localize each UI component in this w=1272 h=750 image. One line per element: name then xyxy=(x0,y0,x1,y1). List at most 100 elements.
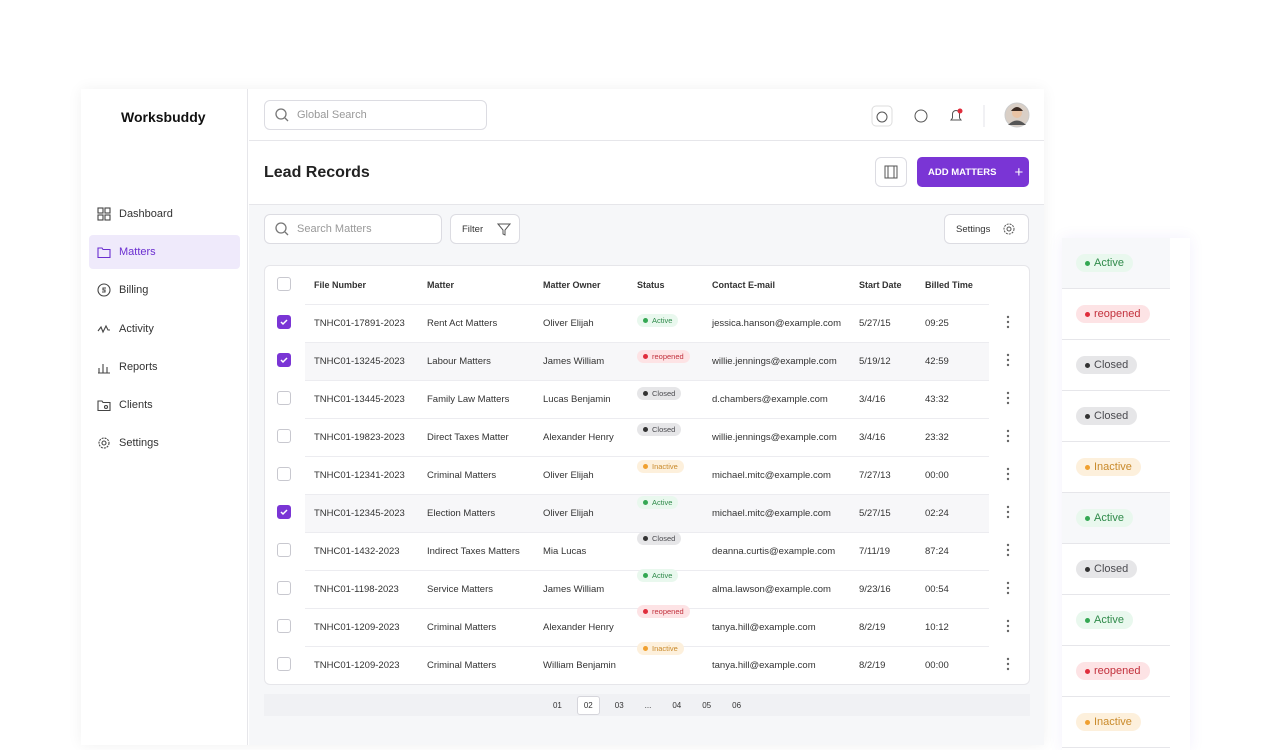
row-menu[interactable] xyxy=(1003,466,1013,485)
status-dot xyxy=(643,609,648,615)
table-cell: 09:25 xyxy=(925,318,949,329)
row-menu[interactable] xyxy=(1003,428,1013,447)
page-link[interactable]: 04 xyxy=(672,700,682,710)
nav-item[interactable]: Billing xyxy=(89,273,240,307)
table-cell: willie.jennings@example.com xyxy=(712,432,837,443)
status-panel: Active reopened Closed Closed Inactive Active… xyxy=(1062,238,1190,750)
bell-icon[interactable] xyxy=(950,110,962,121)
nav-icon xyxy=(98,363,110,374)
row-menu[interactable] xyxy=(1003,656,1013,675)
row-menu[interactable] xyxy=(1003,390,1013,409)
status-badge: Active xyxy=(1076,611,1133,629)
table-cell: James William xyxy=(543,356,605,367)
table-cell: 5/19/12 xyxy=(859,356,891,367)
nav-label: Clients xyxy=(119,399,153,411)
table-cell: TNHC01-1209-2023 xyxy=(314,660,400,671)
table-cell: 87:24 xyxy=(925,546,949,557)
status-text: reopened xyxy=(652,607,684,617)
status-text: Closed xyxy=(1094,410,1129,422)
column-header: Contact E-mail xyxy=(712,280,776,290)
page-link[interactable]: ... xyxy=(644,700,652,710)
table-cell: tanya.hill@example.com xyxy=(712,660,816,671)
status-text: Closed xyxy=(652,388,676,398)
matter-search[interactable]: Search Matters xyxy=(264,214,442,244)
row-checkbox[interactable] xyxy=(277,581,291,595)
row-checkbox[interactable] xyxy=(277,657,291,671)
nav-icon xyxy=(97,283,111,297)
table-cell: TNHC01-13245-2023 xyxy=(314,356,405,367)
settings-button[interactable]: Settings xyxy=(944,214,1029,244)
status-cell: Closed xyxy=(637,532,682,546)
nav-label: Dashboard xyxy=(119,208,173,220)
row-checkbox[interactable] xyxy=(277,391,291,405)
status-text: Active xyxy=(1094,512,1124,524)
page-link[interactable]: 03 xyxy=(614,700,624,710)
row-menu[interactable] xyxy=(1003,618,1013,637)
help-icon[interactable] xyxy=(914,109,928,123)
main: Global Search Lead Records ADD MATTERS + … xyxy=(249,89,1044,745)
settings-label: Settings xyxy=(956,223,991,235)
column-header: File Number xyxy=(314,280,367,290)
status-cell: Active xyxy=(637,496,679,509)
status-badge: Closed xyxy=(1076,560,1138,578)
nav-item[interactable]: Dashboard xyxy=(89,197,240,231)
row-checkbox[interactable] xyxy=(277,543,291,557)
row-checkbox[interactable] xyxy=(277,619,291,633)
status-row: Closed xyxy=(1062,391,1170,442)
row-menu[interactable] xyxy=(1003,352,1013,371)
table-cell: Indirect Taxes Matters xyxy=(427,546,520,557)
search-placeholder: Search Matters xyxy=(297,223,372,235)
nav-item[interactable]: Settings xyxy=(89,426,240,460)
status-text: Closed xyxy=(652,425,676,435)
table-cell: Direct Taxes Matter xyxy=(427,432,509,443)
row-checkbox[interactable] xyxy=(277,315,291,329)
sidebar: Worksbuddy Dashboard Matters Billing Activi… xyxy=(81,89,248,745)
pagination: 01 02 03... 04 05 06 xyxy=(264,694,1030,716)
row-menu[interactable] xyxy=(1003,314,1013,333)
row-checkbox[interactable] xyxy=(277,353,291,367)
status-badge: Inactive xyxy=(637,641,684,655)
notification-dot xyxy=(957,108,963,114)
timer-icon[interactable] xyxy=(871,105,893,127)
add-matters-button[interactable]: ADD MATTERS + xyxy=(917,157,1029,187)
column-header: Start Date xyxy=(859,280,902,290)
status-text: reopened xyxy=(652,352,684,362)
status-dot xyxy=(643,354,648,360)
page-link[interactable]: 01 xyxy=(552,700,562,710)
status-cell: reopened xyxy=(637,605,690,619)
table-cell: alma.lawson@example.com xyxy=(712,584,831,595)
row-checkbox[interactable] xyxy=(277,505,291,519)
row-menu[interactable] xyxy=(1003,504,1013,523)
status-dot xyxy=(643,390,648,396)
nav-item[interactable]: Clients xyxy=(89,388,240,422)
column-header: Status xyxy=(637,280,665,290)
page-link[interactable]: 02 xyxy=(576,695,600,715)
row-checkbox[interactable] xyxy=(277,429,291,443)
status-badge: Inactive xyxy=(1076,713,1141,731)
filter-button[interactable]: Filter xyxy=(450,214,520,244)
nav-label: Reports xyxy=(119,360,158,373)
status-cell: Active xyxy=(637,314,679,327)
status-text: reopened xyxy=(1094,308,1141,320)
view-toggle[interactable] xyxy=(875,157,907,187)
status-dot xyxy=(1085,311,1090,317)
nav-item[interactable]: Matters xyxy=(89,235,240,270)
nav-item[interactable]: Activity xyxy=(89,312,240,346)
table-cell: michael.mitc@example.com xyxy=(712,470,831,481)
row-menu[interactable] xyxy=(1003,580,1013,599)
table-row xyxy=(305,418,989,456)
avatar[interactable] xyxy=(1004,102,1030,128)
page-link[interactable]: 06 xyxy=(732,700,742,710)
status-cell: Inactive xyxy=(637,459,684,473)
page-link[interactable]: 05 xyxy=(702,700,712,710)
row-checkbox[interactable] xyxy=(277,467,291,481)
table-cell: 00:00 xyxy=(925,660,949,671)
header-checkbox[interactable] xyxy=(277,277,291,291)
table-cell: TNHC01-1432-2023 xyxy=(314,546,400,557)
global-search[interactable]: Global Search xyxy=(264,100,487,130)
row-menu[interactable] xyxy=(1003,542,1013,561)
nav-item[interactable]: Reports xyxy=(89,350,240,384)
table-cell: jessica.hanson@example.com xyxy=(712,318,841,329)
records-table: File Number Matter Matter Owner Status Conta… xyxy=(264,265,1030,685)
status-badge: Active xyxy=(1076,509,1133,527)
